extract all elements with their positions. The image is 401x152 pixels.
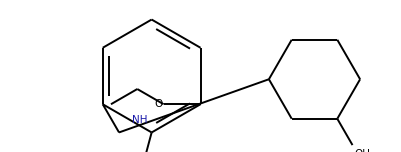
Text: NH: NH [132,115,148,125]
Text: OH: OH [354,149,371,152]
Text: O: O [154,99,162,109]
